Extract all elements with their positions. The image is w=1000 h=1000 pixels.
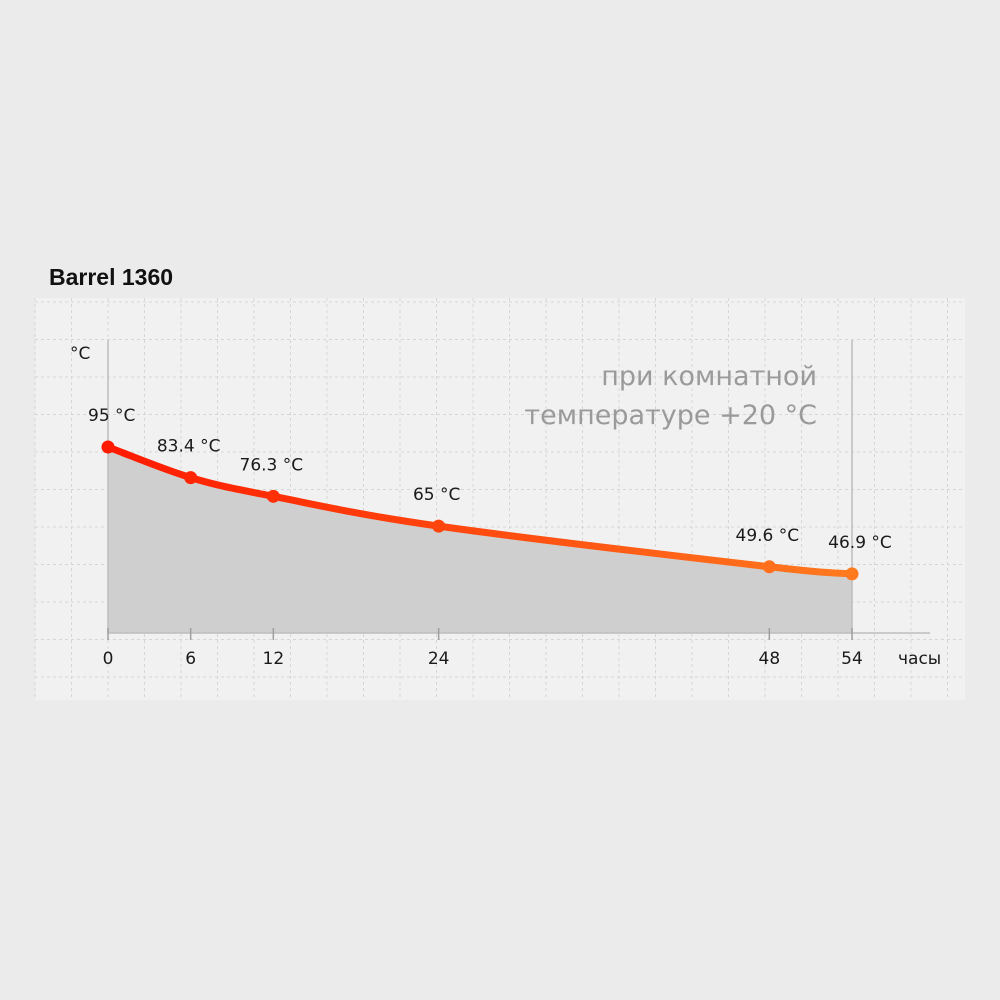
note-line-1: при комнатной: [601, 361, 817, 392]
chart-title: Barrel 1360: [49, 264, 174, 290]
data-point-54: [845, 567, 859, 581]
data-point-12: [266, 489, 280, 503]
x-tick-label-54: 54: [841, 649, 863, 669]
x-tick-label-12: 12: [263, 649, 285, 669]
data-label-48: 49.6 °C: [736, 526, 800, 546]
data-label-6: 83.4 °C: [157, 437, 221, 457]
data-label-54: 46.9 °C: [828, 533, 892, 553]
x-tick-label-48: 48: [759, 649, 781, 669]
data-label-24: 65 °C: [413, 485, 460, 505]
data-point-24: [432, 519, 446, 533]
data-point-48: [762, 560, 776, 574]
x-tick-label-6: 6: [185, 649, 196, 669]
x-tick-label-24: 24: [428, 649, 450, 669]
data-point-0: [101, 440, 115, 454]
data-label-0: 95 °C: [88, 406, 135, 426]
data-label-12: 76.3 °C: [240, 455, 304, 475]
y-axis-label: °C: [70, 344, 90, 364]
note-line-2: температуре +20 °C: [524, 400, 817, 431]
x-axis-label: часы: [898, 649, 941, 669]
area-fill: [108, 447, 852, 633]
x-tick-label-0: 0: [103, 649, 114, 669]
data-point-6: [184, 471, 198, 485]
